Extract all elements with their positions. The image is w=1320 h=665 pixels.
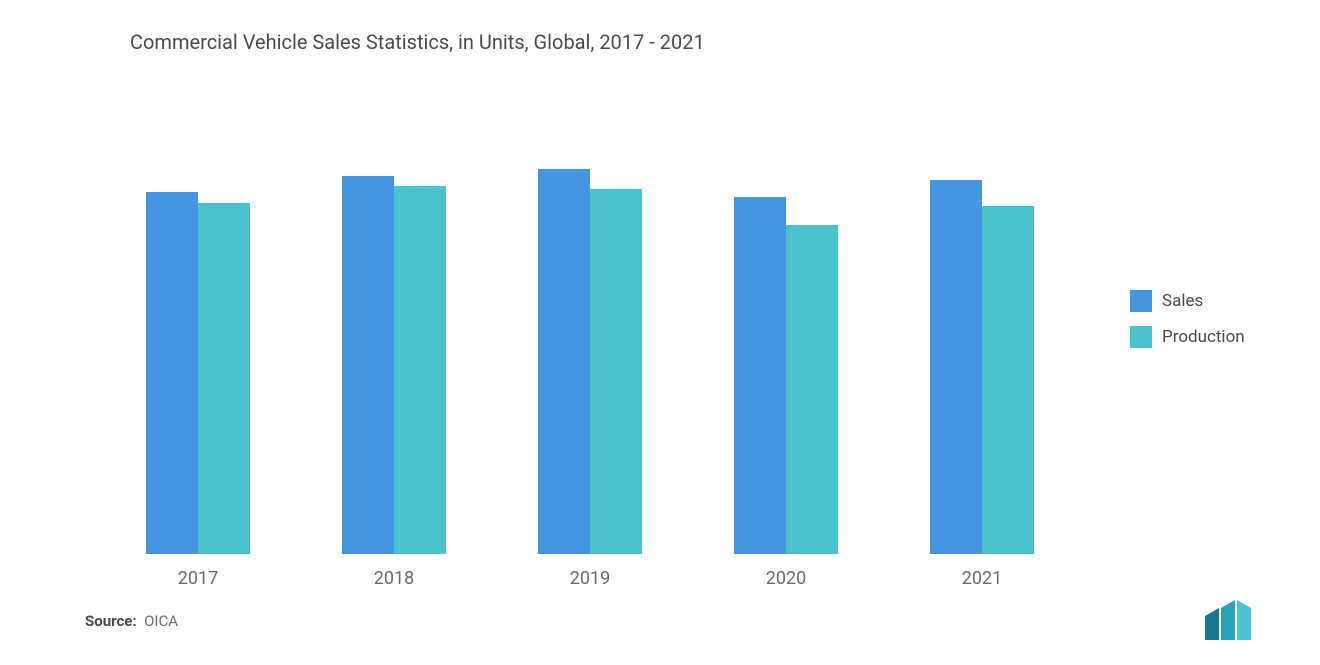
bar: [146, 192, 198, 554]
bar: [786, 225, 838, 554]
bar-group: 2020: [734, 197, 838, 554]
logo-bars-icon: [1205, 600, 1251, 640]
legend-label: Production: [1162, 327, 1245, 347]
legend-label: Sales: [1162, 291, 1203, 311]
bar: [930, 180, 982, 554]
x-axis-label: 2017: [178, 568, 218, 589]
bar-group: 2021: [930, 180, 1034, 554]
x-axis-label: 2019: [570, 568, 610, 589]
x-axis-label: 2021: [962, 568, 1002, 589]
plot-region: 2017 2018 2019 2020 2021: [80, 84, 1100, 554]
bar: [982, 206, 1034, 554]
bar: [198, 203, 250, 554]
legend-swatch: [1130, 290, 1152, 312]
source-attribution: Source: OICA: [85, 612, 178, 630]
brand-logo: [1205, 598, 1275, 640]
source-value: OICA: [144, 612, 178, 630]
legend-item: Production: [1130, 326, 1280, 348]
legend-swatch: [1130, 326, 1152, 348]
bar: [394, 186, 446, 554]
bar: [590, 189, 642, 554]
chart-container: Commercial Vehicle Sales Statistics, in …: [0, 0, 1320, 665]
bar: [538, 169, 590, 554]
bar-group: 2018: [342, 176, 446, 554]
bar: [734, 197, 786, 554]
legend-item: Sales: [1130, 290, 1280, 312]
bar-group: 2017: [146, 192, 250, 554]
chart-area: 2017 2018 2019 2020 2021 Sales Production: [80, 84, 1280, 554]
x-axis-label: 2020: [766, 568, 806, 589]
legend: Sales Production: [1100, 84, 1280, 554]
bar: [342, 176, 394, 554]
chart-title: Commercial Vehicle Sales Statistics, in …: [130, 30, 1280, 54]
source-label: Source:: [85, 612, 137, 630]
x-axis-label: 2018: [374, 568, 414, 589]
bar-group: 2019: [538, 169, 642, 554]
